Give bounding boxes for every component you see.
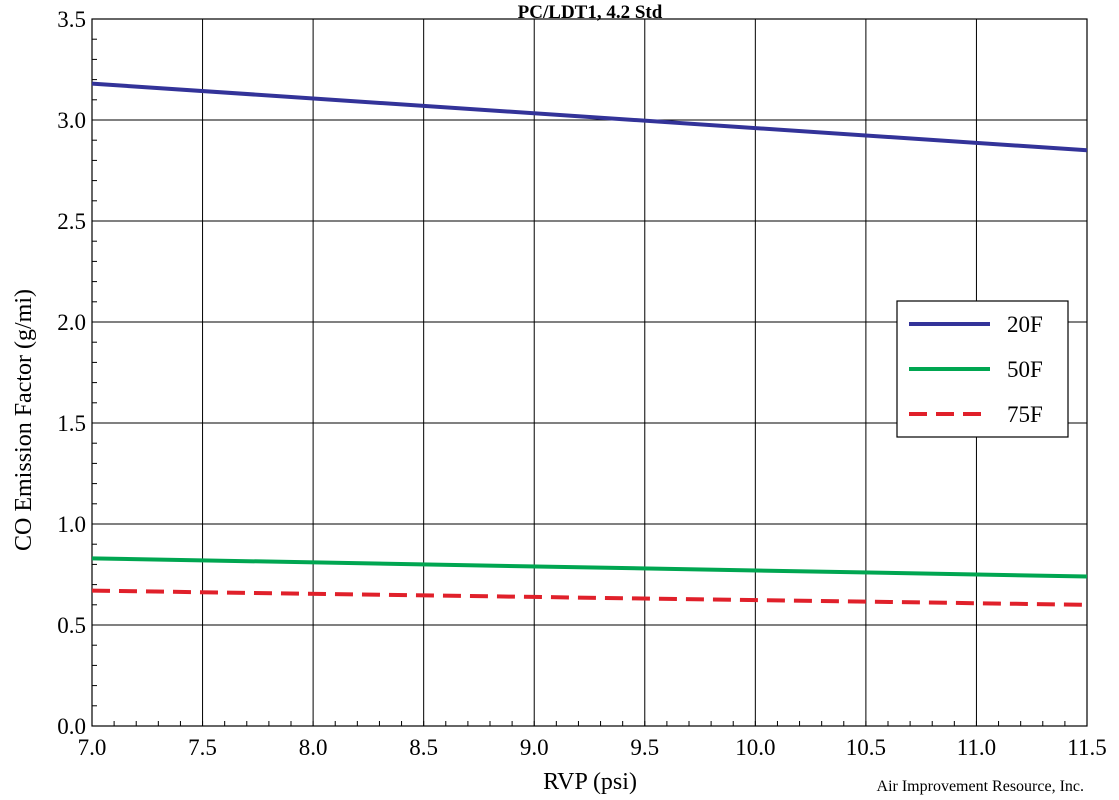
y-tick-label: 3.0 bbox=[57, 108, 86, 133]
plot-frame bbox=[91, 18, 1088, 727]
legend-label-20F: 20F bbox=[1007, 312, 1043, 337]
y-axis-title: CO Emission Factor (g/mi) bbox=[11, 289, 37, 551]
x-tick-label: 9.0 bbox=[520, 735, 549, 760]
y-tick-label: 3.5 bbox=[57, 7, 86, 32]
x-tick-label: 9.5 bbox=[630, 735, 659, 760]
x-axis-title: RVP (psi) bbox=[543, 769, 637, 795]
series-line-50F bbox=[91, 556, 1088, 579]
x-tick-label: 7.0 bbox=[78, 735, 107, 760]
y-tick-label: 1.0 bbox=[57, 512, 86, 537]
y-tick-label: 2.0 bbox=[57, 310, 86, 335]
legend: 20F 50F 75F bbox=[896, 300, 1069, 438]
x-tick-label: 11.0 bbox=[957, 735, 996, 760]
x-tick-label: 10.5 bbox=[846, 735, 886, 760]
y-tick-label: 0.5 bbox=[57, 613, 86, 638]
series-line-75F bbox=[91, 588, 1088, 607]
x-tick-label: 11.5 bbox=[1067, 735, 1106, 760]
credit-text: Air Improvement Resource, Inc. bbox=[877, 778, 1084, 795]
x-tick-label: 7.5 bbox=[188, 735, 217, 760]
legend-label-50F: 50F bbox=[1007, 357, 1043, 382]
x-tick-label: 10.0 bbox=[735, 735, 775, 760]
y-tick-labels: 0.0 0.5 1.0 1.5 2.0 2.5 3.0 3.5 bbox=[57, 7, 86, 739]
y-tick-label: 2.5 bbox=[57, 209, 86, 234]
x-tick-label: 8.5 bbox=[409, 735, 438, 760]
minor-ticks bbox=[91, 18, 1088, 727]
x-tick-labels: 7.0 7.5 8.0 8.5 9.0 9.5 10.0 10.5 11.0 11.5 bbox=[78, 735, 1107, 760]
series-lines bbox=[91, 81, 1088, 607]
chart-title: PC/LDT1, 4.2 Std bbox=[518, 2, 663, 23]
y-tick-label: 0.0 bbox=[57, 714, 86, 739]
x-tick-label: 8.0 bbox=[299, 735, 328, 760]
series-line-20F bbox=[91, 81, 1088, 153]
plot-border bbox=[91, 18, 1088, 727]
legend-label-75F: 75F bbox=[1007, 402, 1043, 427]
y-tick-label: 1.5 bbox=[57, 411, 86, 436]
